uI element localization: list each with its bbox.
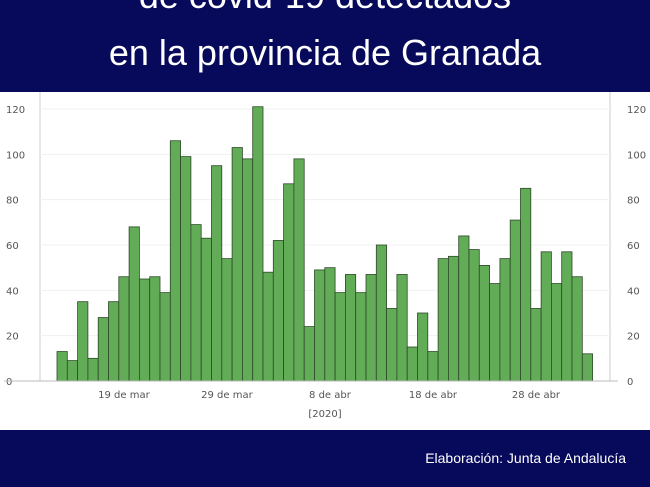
x-tick-label: 29 de mar [201, 390, 253, 401]
title-line-1: de covid-19 detectados [0, 0, 650, 16]
bar [118, 276, 130, 382]
title-line-2: en la provincia de Granada [108, 32, 542, 73]
chart: 0 0 20 20 40 40 60 60 80 80 100 100 120 120 19 de mar 2… [0, 92, 650, 430]
bar [314, 269, 326, 382]
y-tick-label-left: 20 [6, 332, 19, 343]
y-tick-label-right: 0 [627, 377, 633, 388]
y-tick-label-left: 120 [6, 105, 25, 116]
bar [262, 271, 274, 382]
header: de covid-19 detectados en la provincia d… [0, 0, 650, 92]
bar [355, 292, 367, 382]
bar [180, 156, 192, 382]
bar [108, 301, 120, 382]
bar [200, 237, 212, 382]
bar-chart: 0 0 20 20 40 40 60 60 80 80 100 100 120 120 19 de mar 2… [4, 92, 646, 420]
bar [303, 326, 315, 382]
bar [447, 255, 460, 382]
bar [324, 267, 336, 382]
x-tick-label: 28 de abr [512, 390, 561, 401]
bar [365, 274, 377, 382]
y-tick-label-left: 40 [6, 286, 19, 297]
bar [231, 147, 243, 382]
bar [499, 258, 511, 382]
y-tick-label-right: 120 [627, 105, 646, 116]
bar [128, 226, 140, 382]
bar [283, 183, 295, 382]
x-tick-label: 18 de abr [409, 390, 458, 401]
bar [211, 165, 223, 382]
bar [530, 308, 542, 382]
bar [252, 106, 264, 382]
bar [77, 301, 89, 382]
bar [241, 158, 254, 382]
footer: Elaboración: Junta de Andalucía [0, 430, 650, 487]
y-tick-label-left: 60 [6, 241, 19, 252]
bar [406, 346, 418, 382]
bar [417, 312, 429, 382]
y-tick-label-right: 100 [627, 150, 646, 161]
bar [66, 360, 79, 382]
credit-text: Elaboración: Junta de Andalucía [425, 450, 626, 466]
bar [551, 283, 563, 382]
bar [540, 251, 552, 382]
bar [478, 264, 490, 382]
y-tick-label-left: 80 [6, 196, 19, 207]
y-tick-label-right: 40 [627, 286, 640, 297]
bar [169, 140, 182, 382]
bar [375, 244, 387, 382]
bar [396, 274, 408, 382]
bar [138, 278, 151, 382]
bar [293, 158, 305, 382]
bar [159, 292, 171, 382]
bar [334, 292, 346, 382]
bar [56, 351, 68, 382]
y-tick-label-left: 0 [6, 377, 12, 388]
bar [386, 308, 398, 382]
bar [87, 357, 99, 382]
x-tick-label: 8 de abr [309, 390, 352, 401]
y-tick-label-right: 80 [627, 196, 640, 207]
bar [561, 251, 573, 382]
y-tick-label-left: 100 [6, 150, 25, 161]
bar [190, 224, 202, 382]
bar [571, 276, 583, 382]
bar [344, 274, 357, 382]
y-tick-label-right: 20 [627, 332, 640, 343]
bar [458, 235, 470, 382]
bar [489, 283, 501, 382]
bar [509, 219, 521, 382]
y-tick-label-right: 60 [627, 241, 640, 252]
x-axis-label: [2020] [308, 409, 341, 420]
bar [468, 249, 480, 382]
bar [97, 317, 109, 382]
x-tick-label: 19 de mar [98, 390, 150, 401]
bar [221, 258, 233, 382]
bar [272, 240, 284, 382]
bar [520, 187, 532, 382]
bar [427, 351, 439, 382]
bar [149, 276, 161, 382]
bar [581, 353, 593, 382]
bar [437, 258, 449, 382]
